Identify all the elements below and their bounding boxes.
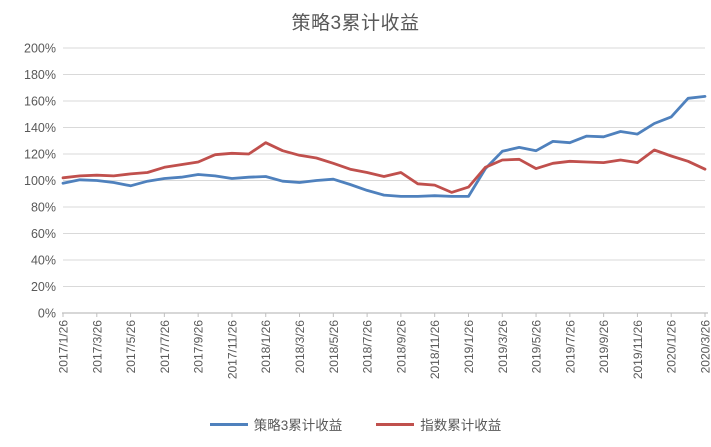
legend-label-strategy3: 策略3累计收益 [253, 418, 343, 433]
x-axis-tick-label: 2020/1/26 [665, 320, 679, 374]
y-axis-tick-label: 40% [31, 254, 56, 268]
x-axis-tick-label: 2017/3/26 [90, 320, 104, 374]
x-axis-tick-label: 2018/7/26 [361, 320, 375, 374]
x-axis-tick-label: 2018/5/26 [327, 320, 341, 374]
x-axis-tick-label: 2018/3/26 [293, 320, 307, 374]
x-axis-tick-label: 2019/1/26 [462, 320, 476, 374]
y-axis-tick-label: 140% [24, 121, 56, 135]
x-axis-tick-label: 2019/7/26 [563, 320, 577, 374]
x-axis-tick-label: 2018/1/26 [259, 320, 273, 374]
series-line-strategy3 [61, 95, 707, 198]
x-axis-tick-label: 2017/7/26 [158, 320, 172, 374]
x-axis-tick-label: 2019/9/26 [597, 320, 611, 374]
x-axis-tick-label: 2017/9/26 [192, 320, 206, 374]
chart-title: 策略3累计收益 [291, 13, 420, 34]
x-axis-tick-label: 2018/9/26 [394, 320, 408, 374]
y-axis-tick-label: 180% [24, 68, 56, 82]
y-axis-tick-label: 80% [31, 201, 56, 215]
x-axis-tick-label: 2019/3/26 [496, 320, 510, 374]
y-axis-tick-label: 20% [31, 280, 56, 294]
y-axis-tick-label: 200% [24, 42, 56, 56]
y-axis-tick-label: 60% [31, 227, 56, 241]
x-axis-tick-label: 2018/11/26 [428, 320, 442, 379]
y-axis-tick-label: 120% [24, 148, 56, 162]
legend-item-index: 指数累计收益 [376, 414, 501, 434]
x-axis-tick-label: 2017/1/26 [57, 320, 71, 374]
plot-area: 0% 20% 40% 60% 80% 100% 120% 140% 160% 180% 200% 20… [24, 42, 711, 380]
y-axis-tick-label: 0% [38, 307, 56, 321]
legend-label-index: 指数累计收益 [420, 418, 502, 433]
y-axis-tick-label: 160% [24, 95, 56, 109]
legend-swatch-index [376, 422, 415, 426]
x-axis-tick-label: 2017/11/26 [225, 320, 239, 379]
x-axis-tick-label: 2020/3/26 [699, 320, 711, 374]
x-axis-tick-label: 2019/5/26 [530, 320, 544, 374]
legend-item-strategy3: 策略3累计收益 [209, 414, 343, 434]
y-axis-tick-label: 100% [24, 174, 56, 188]
x-axis-tick-label: 2017/5/26 [124, 320, 138, 374]
chart-legend: 策略3累计收益 指数累计收益 [0, 414, 711, 434]
x-axis-tick-label: 2019/11/26 [631, 320, 645, 379]
series-line-index [61, 141, 707, 194]
legend-swatch-strategy3 [209, 422, 248, 426]
